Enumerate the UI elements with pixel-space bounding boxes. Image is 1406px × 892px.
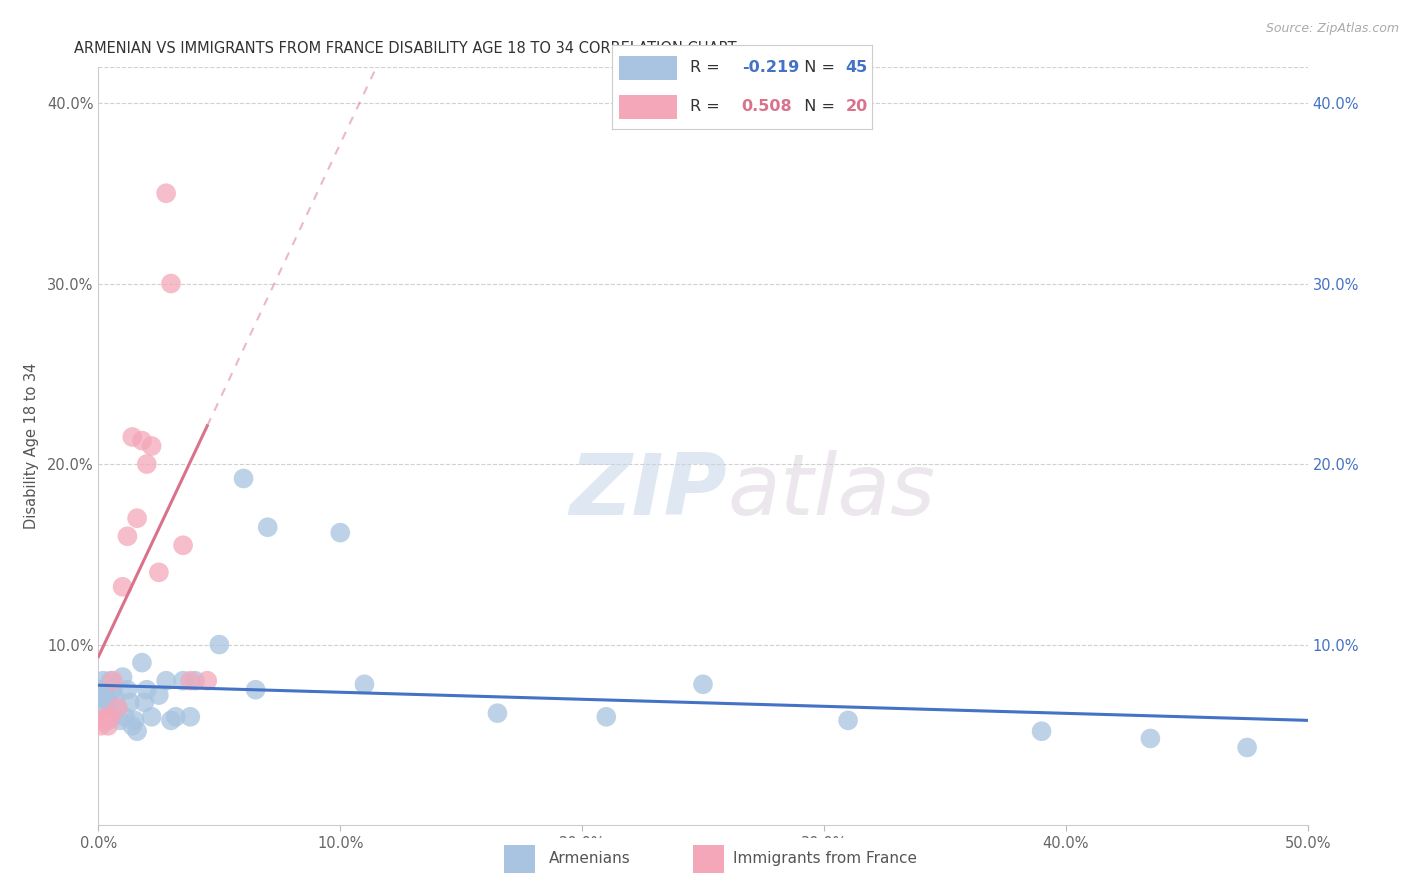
Point (595, 710, 617, 724)
Point (245, 682, 267, 697)
Text: N =: N = (793, 99, 839, 114)
Text: Immigrants from France: Immigrants from France (733, 851, 917, 866)
Point (91, 673, 114, 688)
FancyBboxPatch shape (503, 845, 536, 872)
Point (91, 691, 114, 706)
Point (97, 695, 120, 709)
Text: Armenians: Armenians (548, 851, 630, 866)
Point (134, 695, 156, 709)
Point (108, 714, 131, 728)
Point (127, 724, 149, 739)
Point (172, 538, 194, 552)
Text: 0.508: 0.508 (742, 99, 793, 114)
Point (90, 719, 112, 733)
Point (118, 695, 141, 709)
Point (94, 700, 117, 714)
Text: atlas: atlas (727, 450, 935, 533)
Text: R =: R = (690, 60, 724, 75)
Point (1139, 731, 1161, 746)
Point (155, 186, 177, 201)
Point (131, 656, 153, 670)
Point (195, 673, 218, 688)
FancyBboxPatch shape (620, 56, 676, 80)
Point (155, 673, 177, 688)
Point (329, 525, 352, 540)
Point (172, 673, 194, 688)
Point (148, 566, 170, 580)
Point (100, 673, 122, 688)
Point (208, 638, 231, 652)
Point (121, 719, 143, 733)
Point (692, 677, 714, 691)
Point (90, 682, 112, 697)
Point (127, 511, 149, 525)
Text: 45: 45 (846, 60, 868, 75)
Text: ZIP: ZIP (569, 450, 727, 533)
Point (148, 688, 170, 702)
Point (91, 714, 114, 728)
Point (94, 710, 117, 724)
Point (1031, 724, 1053, 739)
Point (179, 710, 201, 724)
Text: ARMENIAN VS IMMIGRANTS FROM FRANCE DISABILITY AGE 18 TO 34 CORRELATION CHART: ARMENIAN VS IMMIGRANTS FROM FRANCE DISAB… (75, 41, 737, 56)
Point (160, 277, 183, 291)
Text: N =: N = (793, 60, 839, 75)
Point (111, 670, 134, 684)
Y-axis label: Disability Age 18 to 34: Disability Age 18 to 34 (24, 363, 38, 529)
FancyBboxPatch shape (620, 95, 676, 120)
Point (141, 439, 163, 453)
Text: Source: ZipAtlas.com: Source: ZipAtlas.com (1265, 22, 1399, 36)
Point (256, 520, 278, 534)
Point (101, 673, 124, 688)
Point (104, 691, 127, 706)
Point (107, 700, 129, 714)
Point (117, 529, 139, 543)
Point (135, 457, 157, 471)
Point (107, 700, 129, 714)
Point (837, 714, 859, 728)
Text: -0.219: -0.219 (742, 60, 799, 75)
Point (97, 719, 120, 733)
Point (135, 682, 157, 697)
Point (97, 714, 120, 728)
Point (117, 682, 139, 697)
Point (101, 710, 124, 724)
Point (160, 714, 183, 728)
Text: R =: R = (690, 99, 724, 114)
Point (114, 710, 136, 724)
Point (100, 710, 122, 724)
Point (184, 673, 207, 688)
Text: 20: 20 (846, 99, 868, 114)
Point (141, 710, 163, 724)
Point (131, 434, 153, 448)
Point (486, 706, 509, 721)
FancyBboxPatch shape (693, 845, 724, 872)
Point (179, 673, 201, 688)
Point (100, 706, 122, 721)
Point (353, 677, 375, 691)
Point (111, 580, 134, 594)
Point (1236, 740, 1258, 755)
Point (101, 682, 124, 697)
Point (232, 471, 254, 485)
Point (124, 714, 146, 728)
Point (94, 688, 117, 702)
Point (121, 430, 143, 444)
Point (165, 710, 187, 724)
